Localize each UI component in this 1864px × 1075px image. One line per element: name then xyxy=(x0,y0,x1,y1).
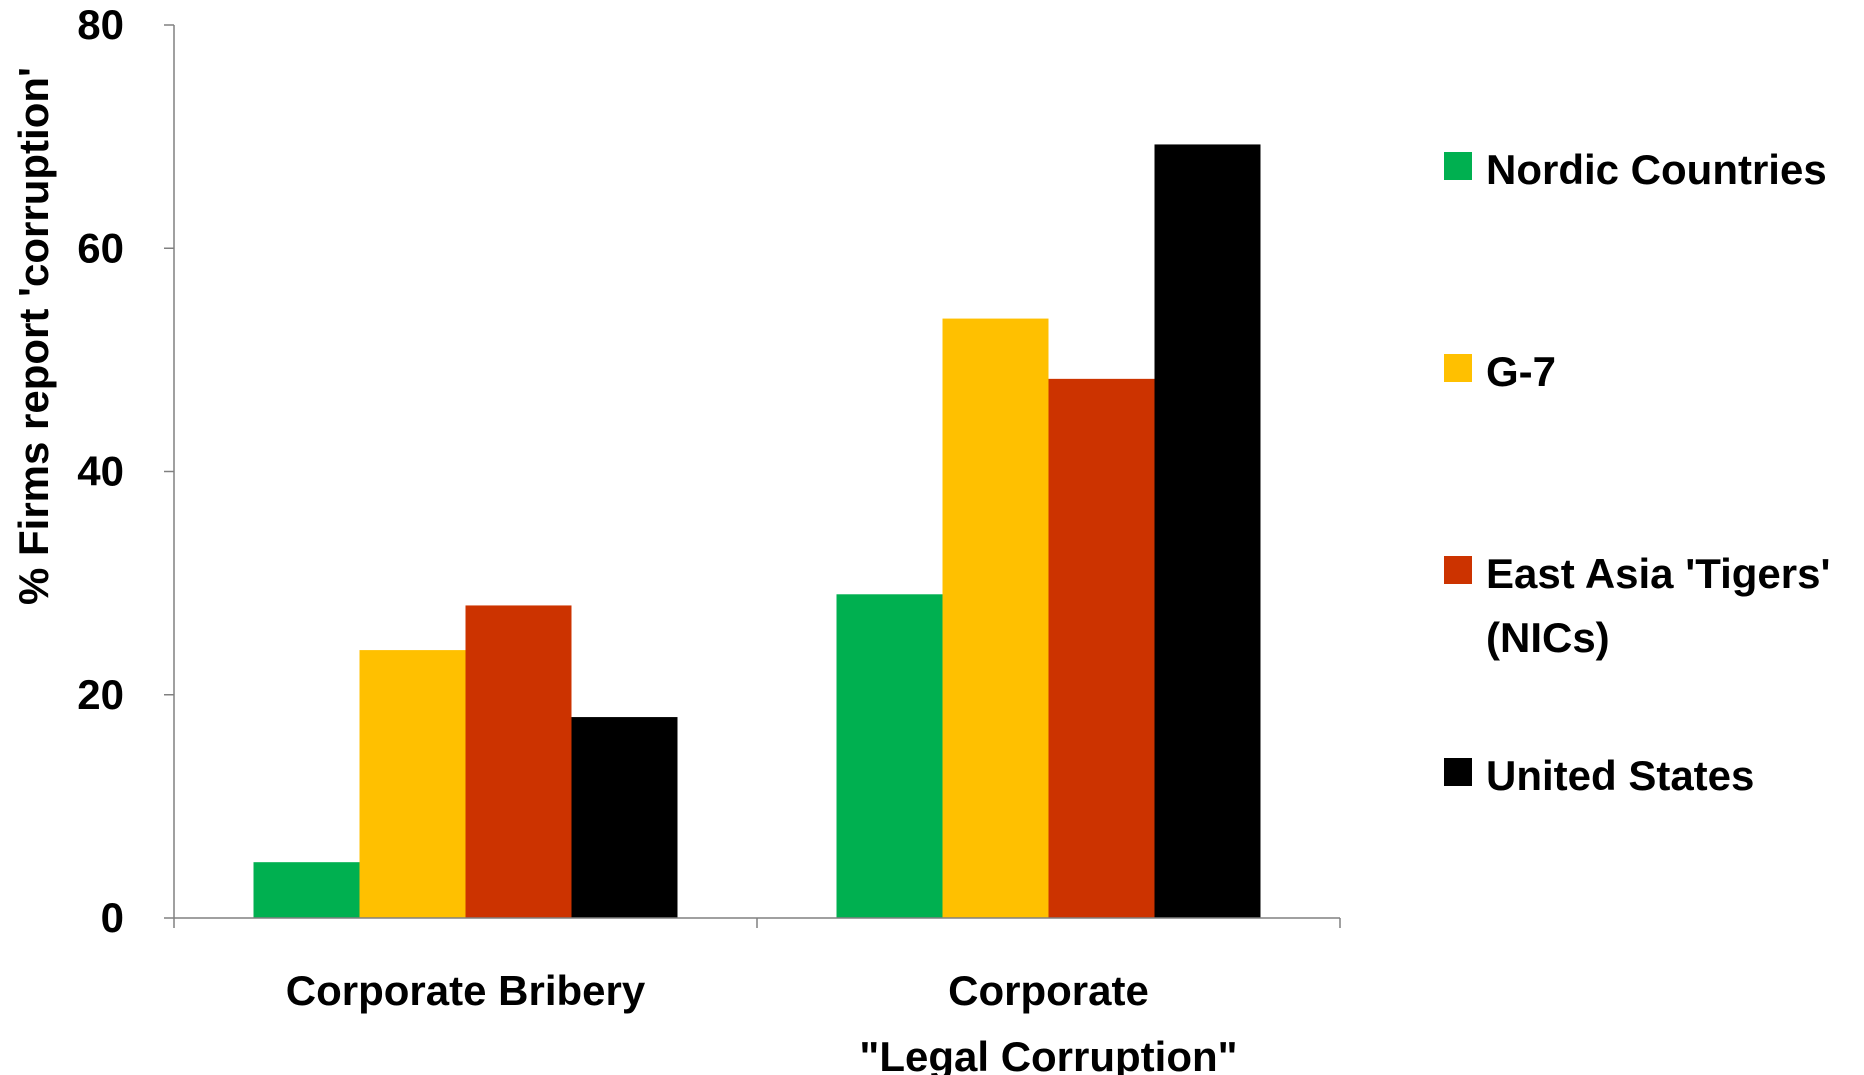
bar-g-7-cat1 xyxy=(359,650,466,918)
y-tick-label: 40 xyxy=(77,448,124,495)
category-label: Corporate xyxy=(948,967,1149,1014)
legend-swatch xyxy=(1444,354,1472,382)
legend: Nordic Countries G-7 East Asia 'Tigers' (NI… xyxy=(1444,146,1830,799)
legend-label: East Asia 'Tigers' xyxy=(1486,550,1830,597)
y-axis-title: % Firms report 'corruption' xyxy=(10,67,57,605)
legend-label: United States xyxy=(1486,752,1754,799)
legend-swatch xyxy=(1444,152,1472,180)
bar-east-asia-tigers-nics-cat2 xyxy=(1048,378,1155,918)
axes-layer xyxy=(164,24,1341,928)
y-axis-title-group: % Firms report 'corruption' xyxy=(10,67,57,605)
bar-nordic-countries-cat2 xyxy=(836,594,943,918)
legend-swatch xyxy=(1444,758,1472,786)
legend-label: G-7 xyxy=(1486,348,1556,395)
y-tick-label: 80 xyxy=(77,1,124,48)
category-label: Corporate Bribery xyxy=(286,967,646,1014)
legend-label: (NICs) xyxy=(1486,614,1610,661)
bars-layer xyxy=(253,144,1261,919)
legend-label: Nordic Countries xyxy=(1486,146,1827,193)
y-tick-label: 60 xyxy=(77,224,124,271)
bar-nordic-countries-cat1 xyxy=(253,862,360,918)
category-label: "Legal Corruption" xyxy=(859,1033,1237,1075)
bar-g-7-cat2 xyxy=(942,318,1049,919)
bar-united-states-cat2 xyxy=(1154,144,1261,919)
y-tick-labels: 0 20 40 60 80 xyxy=(77,1,124,941)
legend-swatch xyxy=(1444,556,1472,584)
y-tick-label: 20 xyxy=(77,671,124,718)
category-labels: Corporate Bribery Corporate "Legal Corrupt… xyxy=(286,967,1238,1075)
bar-united-states-cat1 xyxy=(571,717,678,918)
y-tick-label: 0 xyxy=(101,894,124,941)
bar-east-asia-tigers-nics-cat1 xyxy=(465,605,572,918)
